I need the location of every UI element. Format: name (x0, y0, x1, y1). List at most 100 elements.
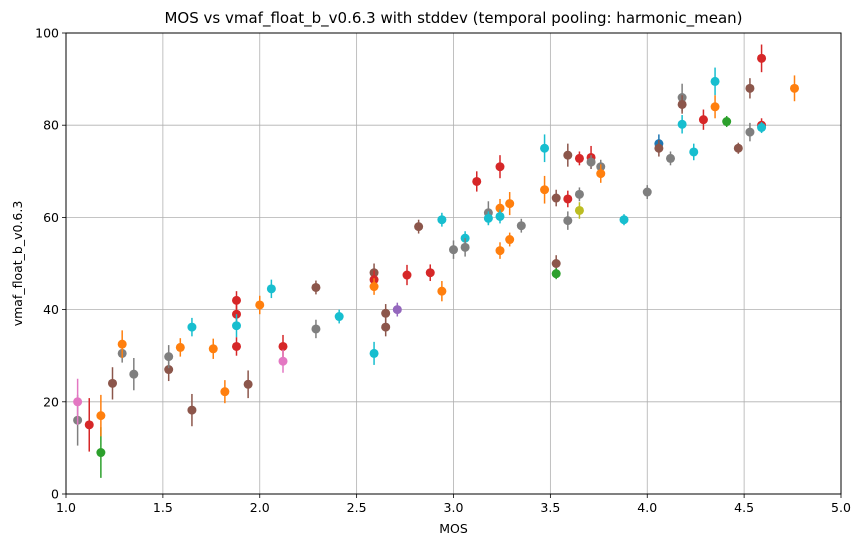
point-marker (722, 117, 732, 127)
x-tick-label: 1.5 (153, 500, 173, 515)
point-marker (642, 187, 652, 197)
data-point (187, 317, 197, 337)
point-marker (790, 83, 799, 93)
point-marker (574, 205, 584, 215)
point-marker (381, 322, 391, 332)
data-point (460, 238, 470, 257)
point-marker (495, 203, 505, 213)
data-point (551, 189, 561, 207)
data-point (129, 358, 139, 391)
data-point (220, 380, 230, 404)
data-point (677, 95, 687, 114)
x-tick-label: 1.0 (56, 500, 76, 515)
chart-title: MOS vs vmaf_float_b_v0.6.3 with stddev (… (164, 9, 742, 28)
y-tick-label: 60 (43, 210, 59, 225)
data-point (278, 349, 288, 373)
data-point (563, 211, 573, 230)
point-marker (278, 341, 288, 351)
point-marker (175, 342, 185, 352)
point-marker (208, 344, 218, 354)
x-tick-label: 3.5 (540, 500, 560, 515)
data-point (757, 121, 767, 134)
data-point (733, 142, 743, 154)
data-point (551, 268, 561, 280)
ticks: 1.0 1.5 2.0 2.5 3.0 3.5 4.0 4.5 5.0 0 20 40 60 80 100 (35, 26, 851, 516)
data-point (540, 175, 550, 204)
point-marker (84, 420, 94, 430)
data-point (757, 44, 767, 73)
point-marker (108, 378, 117, 388)
point-marker (586, 157, 596, 167)
x-tick-label: 4.0 (637, 500, 657, 515)
point-marker (449, 245, 458, 255)
point-marker (187, 405, 197, 415)
data-point (311, 280, 321, 295)
data-point (596, 164, 606, 183)
y-tick-label: 0 (51, 487, 59, 502)
point-marker (483, 213, 493, 223)
data-point (369, 278, 379, 295)
data-point (208, 338, 218, 359)
point-marker (654, 143, 664, 153)
data-point (266, 279, 276, 299)
data-point (187, 393, 197, 427)
point-marker (505, 235, 515, 245)
x-tick-label: 4.5 (734, 500, 754, 515)
point-marker (495, 162, 505, 172)
data-point (745, 78, 755, 99)
data-point (108, 367, 117, 400)
point-marker (757, 123, 767, 133)
data-point (381, 317, 391, 337)
data-point (495, 242, 505, 259)
point-marker (129, 369, 139, 379)
data-point (574, 151, 584, 166)
point-marker (164, 365, 174, 375)
data-point (619, 214, 629, 226)
y-tick-label: 100 (35, 26, 59, 41)
point-marker (232, 341, 241, 351)
point-marker (698, 115, 708, 125)
data-point (563, 143, 573, 167)
point-marker (516, 221, 526, 231)
point-marker (96, 411, 106, 421)
data-point (369, 341, 379, 365)
point-marker (437, 286, 447, 296)
point-marker (710, 76, 720, 86)
point-marker (733, 143, 743, 153)
data-point (586, 155, 596, 169)
data-point (689, 143, 699, 161)
point-marker (460, 242, 470, 252)
point-marker (425, 268, 435, 278)
point-marker (666, 153, 675, 163)
point-marker (563, 194, 573, 204)
data-point (425, 264, 435, 282)
data-points (73, 44, 799, 478)
point-marker (472, 176, 482, 186)
point-marker (563, 150, 573, 160)
x-tick-label: 3.0 (444, 500, 464, 515)
point-marker (220, 387, 230, 397)
point-marker (369, 282, 379, 292)
point-marker (311, 324, 321, 334)
point-marker (73, 397, 83, 407)
point-marker (677, 119, 687, 129)
data-point (414, 219, 424, 234)
point-marker (311, 282, 321, 292)
point-marker (689, 147, 699, 157)
point-marker (710, 102, 720, 112)
y-tick-label: 80 (43, 118, 59, 133)
data-point (243, 370, 253, 399)
x-tick-label: 2.0 (250, 500, 270, 515)
point-marker (381, 308, 391, 318)
data-point (255, 295, 265, 315)
data-point (449, 240, 458, 259)
point-marker (495, 246, 505, 256)
point-marker (551, 193, 561, 203)
point-marker (745, 127, 755, 137)
data-point (232, 314, 241, 338)
data-point (540, 134, 550, 163)
x-tick-label: 2.5 (347, 500, 367, 515)
point-marker (619, 215, 629, 225)
data-point (175, 338, 185, 357)
